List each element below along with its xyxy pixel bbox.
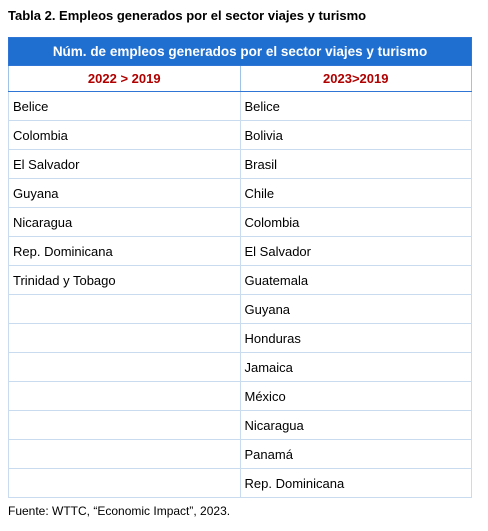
table-cell: Trinidad y Tobago [8, 265, 241, 295]
column-heading: 2023>2019 [239, 65, 472, 92]
table-cell: Colombia [239, 207, 472, 237]
table-cell: Nicaragua [239, 410, 472, 440]
footer: Fuente: WTTC, “Economic Impact”, 2023. [8, 504, 231, 518]
table-cell: Nicaragua [8, 207, 241, 237]
table-cell [8, 410, 241, 440]
table-cell: México [239, 381, 472, 411]
table-row: Jamaica [8, 352, 472, 382]
table-cell: El Salvador [8, 149, 241, 179]
table-row: Nicaragua [8, 410, 472, 440]
table-cell: Bolivia [239, 120, 472, 150]
table-cell: Belice [239, 91, 472, 121]
table-cell: Chile [239, 178, 472, 208]
table-row: Guyana Chile [8, 178, 472, 208]
table-cell: Guyana [8, 178, 241, 208]
table-cell: Honduras [239, 323, 472, 353]
table-cell: El Salvador [239, 236, 472, 266]
table-cell: Panamá [239, 439, 472, 469]
table: Núm. de empleos generados por el sector … [8, 37, 472, 498]
table-row: Honduras [8, 323, 472, 353]
table-cell [8, 294, 241, 324]
table-cell: Brasil [239, 149, 472, 179]
table-header: Núm. de empleos generados por el sector … [8, 37, 472, 66]
table-row: México [8, 381, 472, 411]
column-heading: 2022 > 2019 [8, 65, 241, 92]
table-cell [8, 381, 241, 411]
table-cell [8, 323, 241, 353]
table-cell: Rep. Dominicana [239, 468, 472, 498]
table-cell [8, 468, 241, 498]
table-row: Colombia Bolivia [8, 120, 472, 150]
table-cell: Guyana [239, 294, 472, 324]
table-cell [8, 439, 241, 469]
table-row: Rep. Dominicana [8, 468, 472, 498]
table-cell: Guatemala [239, 265, 472, 295]
table-cell: Belice [8, 91, 241, 121]
table-row: El Salvador Brasil [8, 149, 472, 179]
table-cell: Jamaica [239, 352, 472, 382]
table-row: Panamá [8, 439, 472, 469]
table-row: Guyana [8, 294, 472, 324]
table-cell: Colombia [8, 120, 241, 150]
table-cell: Rep. Dominicana [8, 236, 241, 266]
table-row: Belice Belice [8, 91, 472, 121]
table-cell [8, 352, 241, 382]
table-row: Nicaragua Colombia [8, 207, 472, 237]
table-row: Trinidad y Tobago Guatemala [8, 265, 472, 295]
table-title: Tabla 2. Empleos generados por el sector… [8, 8, 367, 23]
table-row: Rep. Dominicana El Salvador [8, 236, 472, 266]
